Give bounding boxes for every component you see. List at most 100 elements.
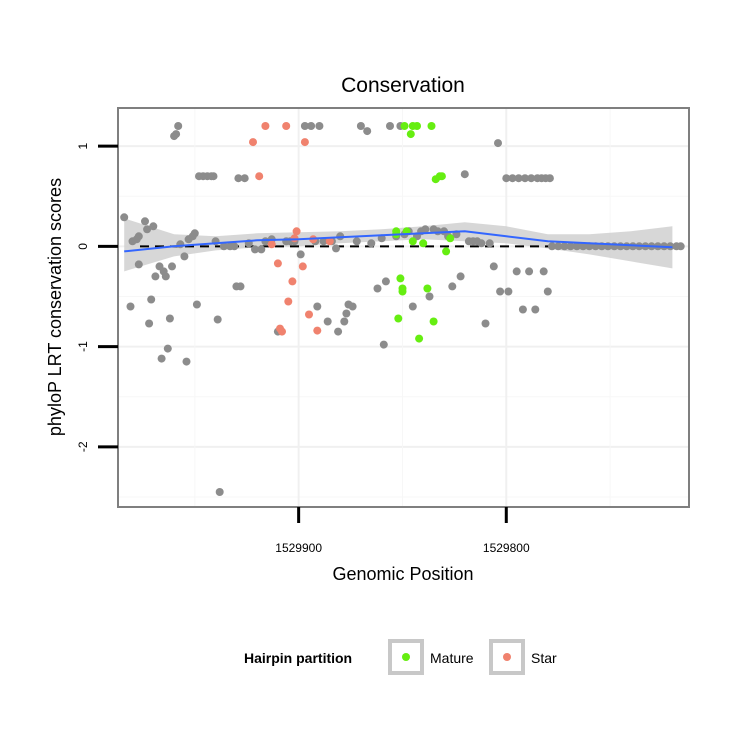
point-other (172, 130, 181, 139)
point-other (494, 139, 502, 148)
point-other (323, 317, 332, 326)
legend-label: Star (531, 650, 557, 666)
point-other (502, 174, 511, 183)
point-other (485, 239, 494, 248)
y-tick-label: -1 (76, 341, 90, 352)
point-other (315, 122, 324, 130)
point-star (313, 326, 322, 335)
point-other (168, 262, 176, 271)
point-other (512, 267, 521, 276)
point-mature (406, 130, 415, 139)
point-other (496, 287, 505, 296)
point-other (334, 327, 343, 336)
point-other (319, 237, 328, 246)
point-other (352, 237, 361, 246)
point-mature (400, 122, 409, 130)
point-other (145, 319, 154, 328)
point-mature (446, 234, 455, 243)
point-other (240, 174, 249, 183)
point-star (325, 237, 334, 246)
point-other (460, 170, 469, 179)
point-star (290, 234, 299, 243)
point-other (165, 314, 174, 323)
point-other (151, 272, 160, 281)
legend-symbol (402, 653, 410, 661)
point-other (545, 174, 554, 183)
point-other (149, 222, 158, 231)
point-other (219, 242, 228, 251)
chart-title: Conservation (341, 74, 465, 97)
point-mature (408, 237, 417, 246)
point-star (255, 172, 264, 181)
point-other (230, 242, 239, 251)
point-other (300, 122, 309, 130)
point-other (307, 122, 316, 130)
point-other (182, 357, 191, 366)
legend-title: Hairpin partition (244, 650, 352, 666)
point-other (539, 267, 548, 276)
smooth-line (124, 230, 673, 253)
y-tick-label: 0 (76, 243, 90, 250)
point-other (676, 242, 685, 251)
point-other (257, 245, 266, 254)
point-other (408, 302, 417, 311)
point-other (215, 488, 224, 496)
point-other (481, 319, 490, 328)
point-other (448, 282, 457, 291)
point-other (356, 122, 365, 130)
point-other (386, 122, 394, 130)
point-other (379, 340, 388, 349)
point-star (298, 262, 307, 271)
y-tick-label: -2 (76, 441, 90, 452)
point-other (190, 229, 199, 238)
legend-label: Mature (430, 650, 474, 666)
point-other (180, 252, 189, 261)
point-other (157, 354, 166, 363)
point-other (163, 344, 172, 353)
point-other (456, 272, 465, 281)
point-other (296, 250, 305, 259)
point-other (521, 174, 529, 183)
point-other (192, 300, 201, 309)
point-star (278, 327, 286, 336)
point-star (292, 227, 301, 236)
point-mature (413, 122, 421, 130)
point-other (508, 174, 517, 183)
smooth-curve (124, 230, 673, 253)
point-other (543, 287, 552, 296)
point-other (176, 240, 185, 249)
point-other (174, 122, 183, 130)
point-star (305, 310, 313, 319)
point-other (161, 272, 170, 281)
point-other (363, 127, 372, 136)
point-other (554, 242, 563, 251)
point-mature (415, 334, 424, 343)
point-other (425, 292, 434, 301)
x-tick-label: 1529900 (275, 541, 322, 555)
point-other (342, 309, 351, 318)
point-other (251, 245, 259, 254)
point-star (261, 122, 270, 130)
point-mature (423, 284, 432, 293)
y-tick-label: 1 (76, 142, 90, 149)
point-star (273, 259, 282, 268)
point-other (143, 225, 152, 234)
point-other (141, 217, 149, 226)
point-other (126, 302, 135, 311)
plot-border (117, 107, 690, 508)
point-other (566, 242, 575, 251)
point-other (213, 315, 222, 324)
point-mature (437, 172, 446, 181)
point-mature (427, 122, 436, 130)
point-other (477, 239, 486, 248)
point-other (489, 262, 498, 271)
point-mature (396, 274, 405, 283)
point-mature (419, 239, 428, 248)
point-star (267, 240, 276, 249)
point-mature (429, 317, 438, 326)
point-other (120, 213, 129, 222)
x-axis-title: Genomic Position (332, 564, 473, 584)
point-other (560, 242, 569, 251)
point-other (373, 284, 382, 293)
